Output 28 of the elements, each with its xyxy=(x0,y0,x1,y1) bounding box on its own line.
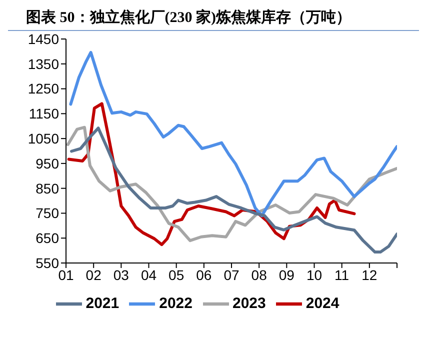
legend-label: 2023 xyxy=(232,294,266,312)
x-tick-label: 06 xyxy=(196,266,212,283)
legend-label: 2022 xyxy=(159,294,192,312)
y-tick-label: 650 xyxy=(36,230,60,246)
x-tick-label: 09 xyxy=(278,266,295,283)
x-tick-label: 11 xyxy=(334,266,350,283)
y-tick-label: 750 xyxy=(36,205,60,222)
line-series xyxy=(69,50,397,218)
x-tick-label: 07 xyxy=(224,266,240,283)
x-tick-label: 10 xyxy=(306,266,322,283)
y-tick-label: 1350 xyxy=(28,56,60,72)
x-tick-label: 01 xyxy=(58,266,74,283)
y-tick-label: 1250 xyxy=(28,80,60,97)
y-tick-label: 1450 xyxy=(28,30,60,47)
x-tick-label: 05 xyxy=(168,266,184,283)
x-tick-label: 04 xyxy=(140,266,157,283)
x-tick-label: 08 xyxy=(251,266,268,283)
chart-title: 图表 50：独立焦化厂(230 家)炼焦煤库存（万吨） xyxy=(8,8,419,31)
x-tick-label: 12 xyxy=(362,266,378,283)
y-tick-label: 1150 xyxy=(28,106,60,122)
y-tick-label: 950 xyxy=(36,155,60,172)
legend-label: 2021 xyxy=(86,294,120,312)
x-tick-label: 02 xyxy=(86,266,102,283)
y-tick-label: 850 xyxy=(36,180,60,196)
x-tick-label: 03 xyxy=(113,266,130,283)
legend-label: 2024 xyxy=(306,294,340,312)
y-tick-label: 1050 xyxy=(28,130,60,147)
y-tick-label: 550 xyxy=(36,254,60,271)
